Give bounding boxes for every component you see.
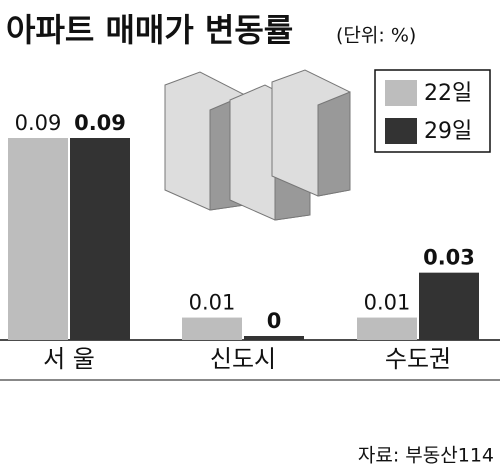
legend-label: 22일 <box>424 81 472 106</box>
value-label: 0.01 <box>364 291 411 315</box>
legend-label: 29일 <box>424 119 472 144</box>
chart-subtitle: (단위: %) <box>336 25 416 47</box>
bar <box>8 138 68 340</box>
bar <box>182 317 242 340</box>
value-label: 0 <box>267 309 282 333</box>
legend-box <box>374 69 491 153</box>
bar <box>357 317 417 340</box>
chart-title: 아파트 매매가 변동률 <box>6 11 293 49</box>
legend-swatch <box>385 118 417 144</box>
bar <box>70 138 130 340</box>
building-illustration <box>164 69 351 221</box>
legend-swatch <box>385 80 417 106</box>
value-label: 0.03 <box>423 246 475 270</box>
value-label: 0.09 <box>74 111 126 135</box>
x-tick-label: 수도권 <box>385 345 451 373</box>
x-tick-label: 서 울 <box>43 345 95 373</box>
value-label: 0.01 <box>189 291 236 315</box>
x-tick-label: 신도시 <box>210 345 276 373</box>
value-label: 0.09 <box>15 111 62 135</box>
source: 자료: 부동산114 <box>358 445 494 467</box>
bar <box>419 272 479 340</box>
bar <box>244 336 304 340</box>
